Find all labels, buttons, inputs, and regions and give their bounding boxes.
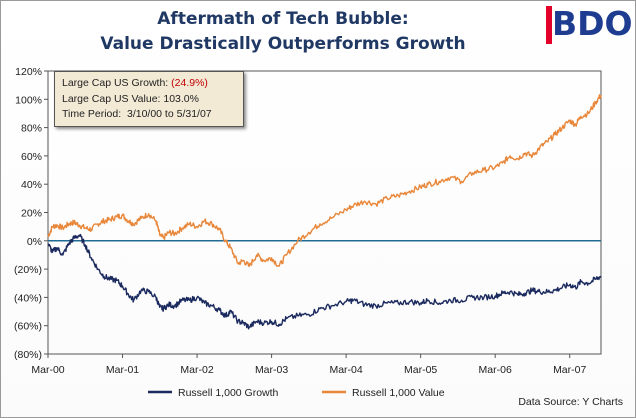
y-tick-label: 120%: [15, 66, 42, 78]
y-tick-label: (20%): [14, 264, 42, 276]
x-tick-label: Mar-02: [180, 364, 213, 376]
legend-label-growth: Russell 1,000 Growth: [178, 387, 279, 399]
y-tick-label: 80%: [21, 123, 42, 135]
x-tick-label: Mar-07: [553, 364, 586, 376]
chart-title-line1: Aftermath of Tech Bubble:: [157, 9, 409, 29]
x-tick-label: Mar-01: [106, 364, 139, 376]
x-tick-label: Mar-06: [479, 364, 512, 376]
logo-text: BDO: [552, 4, 633, 43]
x-tick-label: Mar-03: [255, 364, 288, 376]
series-line-value: [47, 94, 602, 267]
growth-value: (24.9%): [171, 77, 208, 89]
value-label: Large Cap US Value:: [62, 92, 161, 105]
y-tick-label: 20%: [21, 208, 42, 220]
y-tick-label: 100%: [15, 94, 42, 106]
legend-label-value: Russell 1,000 Value: [352, 387, 445, 399]
growth-label: Large Cap US Growth:: [62, 77, 169, 89]
y-tick-label: 40%: [21, 179, 42, 191]
period-line: Time Period: 3/10/00 to 5/31/07: [62, 107, 243, 123]
logo-bar-icon: [546, 6, 552, 44]
y-tick-label: (80%): [14, 349, 42, 361]
period-label: Time Period:: [62, 108, 122, 120]
y-tick-label: 0%: [27, 236, 42, 248]
series-line-growth: [47, 233, 602, 330]
x-tick-label: Mar-05: [404, 364, 437, 376]
x-tick-label: Mar-00: [31, 364, 64, 376]
y-tick-label: (40%): [14, 292, 42, 304]
period-value: 3/10/00 to 5/31/07: [126, 108, 212, 120]
value-value: 103.0%: [163, 92, 199, 105]
growth-line: Large Cap US Growth: (24.9%): [62, 76, 243, 92]
data-source: Data Source: Y Charts: [518, 396, 623, 408]
x-tick-label: Mar-04: [329, 364, 362, 376]
bdo-logo: BDO: [546, 4, 633, 48]
y-tick-label: (60%): [14, 321, 42, 333]
value-line: Large Cap US Value: 103.0%: [62, 92, 243, 108]
y-tick-label: 60%: [21, 151, 42, 163]
info-box: Large Cap US Growth: (24.9%) Large Cap U…: [54, 71, 244, 127]
chart-title-line2: Value Drastically Outperforms Growth: [100, 34, 466, 54]
